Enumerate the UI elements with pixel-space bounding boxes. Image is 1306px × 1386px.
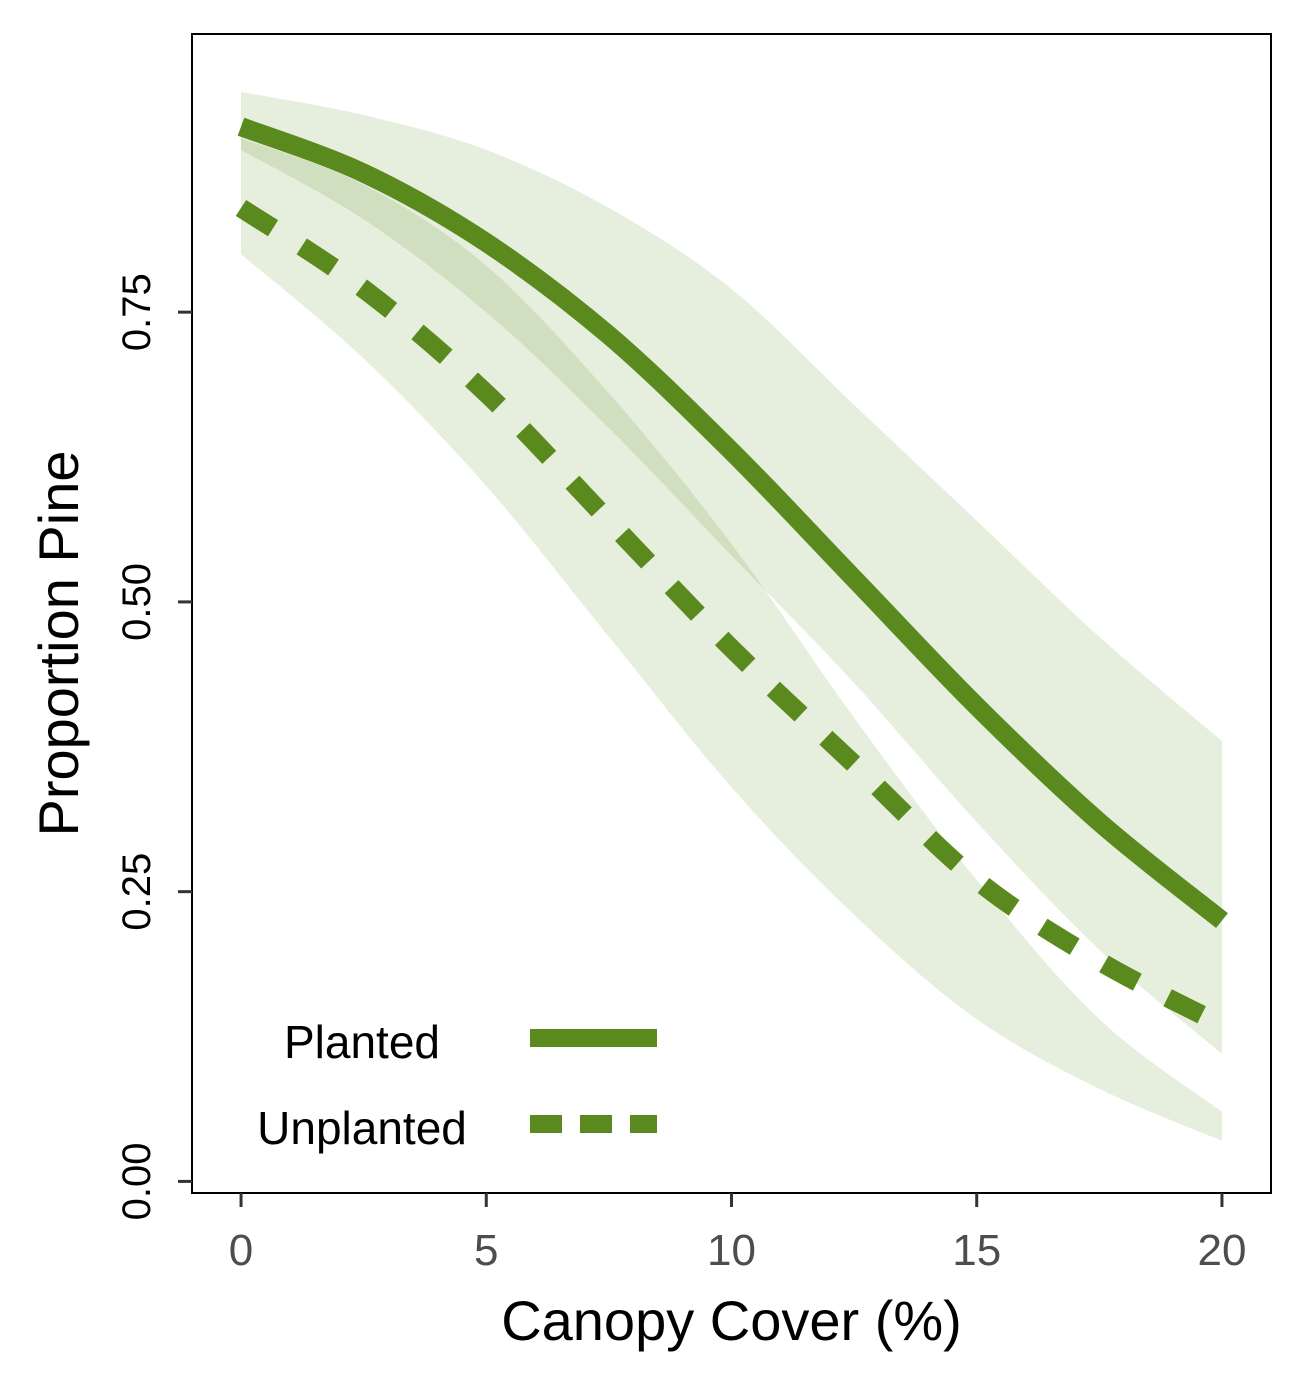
- x-tick-label: 5: [474, 1226, 498, 1275]
- series-lines: [235, 117, 1228, 1034]
- x-tick-label: 15: [952, 1226, 1001, 1275]
- y-axis-label: Proportion Pine: [27, 450, 90, 836]
- x-tick-label: 20: [1197, 1226, 1246, 1275]
- y-axis-ticks: 0.00 0.25 0.50 0.75: [115, 273, 192, 1220]
- x-axis-label: Canopy Cover (%): [501, 1289, 962, 1352]
- legend-label-planted: Planted: [284, 1016, 440, 1068]
- x-tick-label: 0: [229, 1226, 253, 1275]
- y-tick-label: 0.00: [115, 1142, 159, 1220]
- legend: Planted Unplanted: [257, 1016, 657, 1154]
- y-tick-label: 0.50: [115, 563, 159, 641]
- line-unplanted: [235, 199, 1227, 1034]
- y-tick-label: 0.25: [115, 853, 159, 931]
- x-tick-label: 10: [707, 1226, 756, 1275]
- y-tick-label: 0.75: [115, 273, 159, 351]
- x-axis-ticks: 0 5 10 15 20: [229, 1193, 1246, 1275]
- ribbon-planted: [241, 92, 1222, 1054]
- line-planted: [237, 117, 1228, 929]
- legend-label-unplanted: Unplanted: [257, 1102, 467, 1154]
